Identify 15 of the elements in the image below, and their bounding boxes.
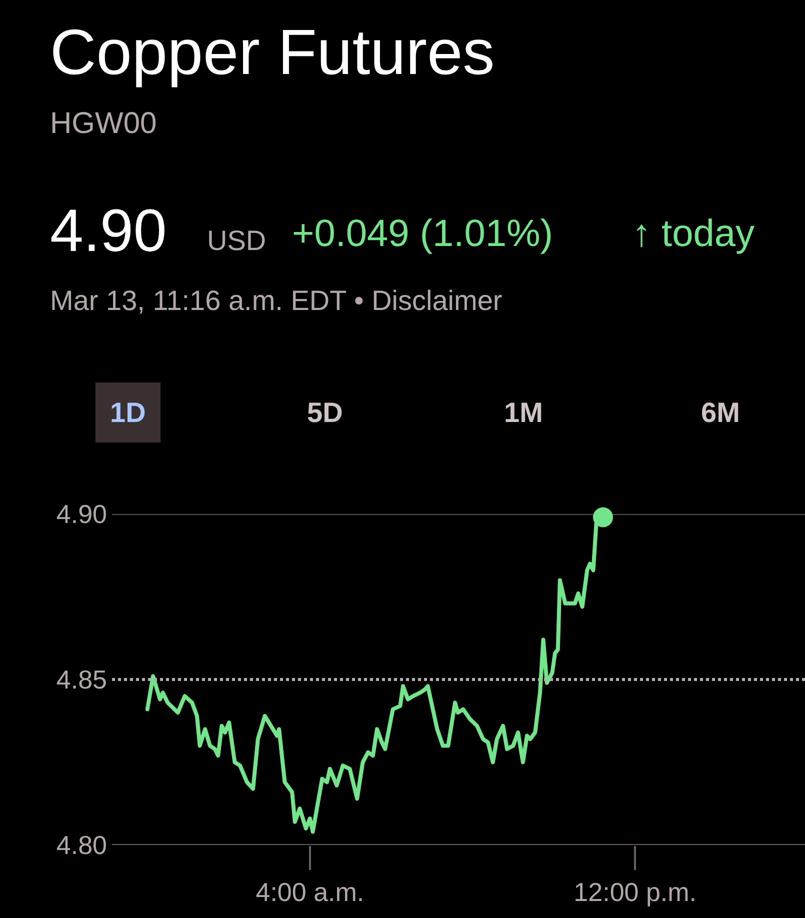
text: 1D [110, 397, 146, 428]
text: ↑ today [632, 213, 755, 255]
text: +0.049 (1.01%) [292, 213, 553, 255]
y-tick-label: 4.85 [56, 664, 107, 695]
y-tick-label: 4.90 [56, 499, 107, 530]
y-tick-label: 4.80 [56, 830, 107, 860]
chart-title: Copper Futures [50, 16, 495, 88]
chart-subtitle: HGW00 [50, 107, 157, 140]
x-tick-label: 12:00 p.m. [574, 877, 697, 908]
text: 6M [701, 397, 740, 428]
text: 1M [504, 397, 543, 428]
text: USD [207, 225, 266, 256]
text: 5D [307, 397, 343, 428]
text: Mar 13, 11:16 a.m. EDT • Disclaimer [50, 285, 502, 316]
x-tick-label: 4:00 a.m. [256, 877, 364, 908]
